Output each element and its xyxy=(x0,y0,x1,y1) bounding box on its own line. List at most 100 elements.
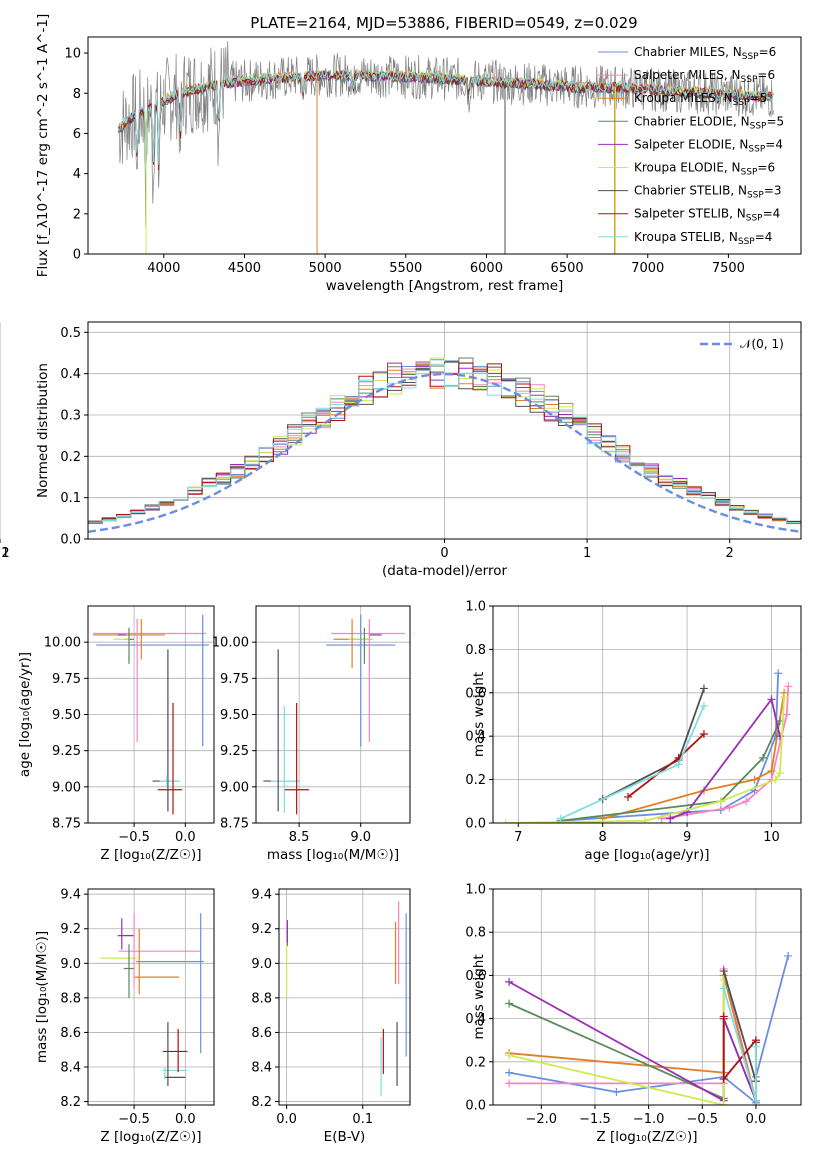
x-axis-label: mass [log₁₀(M/M☉)] xyxy=(267,847,399,863)
x-tick-label: 5000 xyxy=(309,261,342,276)
spectrum-model-line xyxy=(118,69,774,177)
y-tick-label: 8.75 xyxy=(52,817,81,832)
mass_vs_ebv-axes: 0.0 0.1 8.2 8.4 8.6 8.8 9.0 9.2 9.4 E(B-V) xyxy=(251,888,411,1145)
y-tick-label: 9.0 xyxy=(251,957,272,972)
x-tick-label: −0.5 xyxy=(118,1112,150,1127)
legend-value: =5 xyxy=(750,91,768,105)
series-line xyxy=(661,686,790,820)
legend-value: =6 xyxy=(757,68,775,82)
y-tick-label: 1.0 xyxy=(465,600,486,615)
data-point xyxy=(759,753,768,762)
y-tick-label: 0.4 xyxy=(465,730,486,745)
y-tick-label: 8.6 xyxy=(60,1026,81,1041)
y-tick-label: 9.2 xyxy=(60,922,81,937)
y-tick-label: 0.2 xyxy=(465,773,486,788)
legend-value: =6 xyxy=(757,161,775,175)
data-point xyxy=(716,797,725,806)
data-point xyxy=(505,1068,514,1077)
data-point xyxy=(505,977,514,986)
series-line xyxy=(722,970,757,1082)
series-line xyxy=(508,1002,757,1102)
y-tick-label: 0.6 xyxy=(465,686,486,701)
figure-title: PLATE=2164, MJD=53886, FIBERID=0549, z=0… xyxy=(250,14,637,32)
x-tick-label: 7 xyxy=(514,830,522,845)
series-line xyxy=(508,955,789,1105)
series-line xyxy=(602,688,705,800)
data-point xyxy=(725,803,734,812)
y-tick-label: 8.8 xyxy=(251,991,272,1006)
y-tick-label: 0 xyxy=(73,248,81,263)
data-point xyxy=(640,816,649,823)
age_vs_Z-marks xyxy=(93,614,209,815)
data-point xyxy=(699,701,708,710)
legend-value: =4 xyxy=(763,207,781,221)
x-tick-label: 1 xyxy=(583,546,591,561)
axes-frame xyxy=(255,605,411,824)
data-point xyxy=(612,1088,621,1097)
data-point xyxy=(784,682,793,691)
legend-sub: SSP xyxy=(748,144,765,154)
y-tick-label: 0.8 xyxy=(465,926,486,941)
y-tick-label: 8.6 xyxy=(251,1026,272,1041)
spectrum-model-line xyxy=(118,69,774,177)
y-tick-label: 0.1 xyxy=(60,491,81,506)
y-tick-label: 9.25 xyxy=(220,744,249,759)
data-point xyxy=(775,769,784,778)
series-line xyxy=(627,733,705,798)
x-tick-label: 10 xyxy=(763,830,780,845)
axes-frame xyxy=(87,36,802,255)
data-point xyxy=(699,730,708,739)
normal-curve xyxy=(88,372,801,533)
data-point xyxy=(556,814,565,823)
age_vs_mass-marks xyxy=(263,614,406,815)
y-tick-label: 6 xyxy=(73,127,81,142)
legend-entry: Kroupa STELIB, NSSP=4 xyxy=(634,230,772,247)
mass_vs_ebv-marks xyxy=(286,901,407,1097)
legend-entry: Salpeter STELIB, NSSP=4 xyxy=(634,207,780,224)
y-tick-label: 0.6 xyxy=(465,969,486,984)
y-tick-label: 0.4 xyxy=(465,1012,486,1027)
data-point xyxy=(719,1101,728,1105)
data-point xyxy=(505,1079,514,1088)
x-tick-label: −0.5 xyxy=(118,830,150,845)
legend-sub: SSP xyxy=(741,168,758,178)
y-tick-label: 4 xyxy=(73,167,81,182)
y-tick-label: 9.0 xyxy=(60,957,81,972)
x-tick-label: 0.0 xyxy=(175,830,196,845)
x-tick-label: 6500 xyxy=(551,261,584,276)
x-tick-label: 4000 xyxy=(147,261,180,276)
y-tick-label: 9.00 xyxy=(52,780,81,795)
legend-entry: Salpeter ELODIE, NSSP=4 xyxy=(634,137,783,154)
y-tick-label: 10.00 xyxy=(212,636,249,651)
x-tick-label: 0.0 xyxy=(746,1112,767,1127)
y-tick-label: 0.0 xyxy=(465,817,486,832)
y-axis-label: mass weight xyxy=(471,954,487,1039)
series-line xyxy=(505,697,785,823)
data-point xyxy=(699,684,708,693)
data-point xyxy=(719,967,728,976)
y-tick-label: 10.00 xyxy=(44,636,81,651)
series-line xyxy=(722,988,757,1101)
x-axis-label: E(B-V) xyxy=(324,1129,366,1145)
spectrum-model-line xyxy=(118,69,774,172)
y-tick-label: 8.75 xyxy=(220,817,249,832)
x-tick-label: 9.0 xyxy=(350,830,371,845)
legend-value: =5 xyxy=(766,114,784,128)
y-tick-label: 0.4 xyxy=(60,367,81,382)
y-tick-label: 9.50 xyxy=(220,708,249,723)
y-tick-label: 9.25 xyxy=(52,744,81,759)
legend-entry: Chabrier MILES, NSSP=6 xyxy=(634,45,776,62)
axes-frame xyxy=(278,888,411,1106)
y-axis-label: age [log₁₀(age/yr)] xyxy=(17,652,33,777)
axes-frame xyxy=(492,605,802,824)
y-tick-label: 8.8 xyxy=(60,991,81,1006)
data-point xyxy=(767,695,776,704)
x-tick-label: −0.5 xyxy=(686,1112,718,1127)
mass_vs_Z-marks xyxy=(100,913,204,1086)
x-axis-label: (data-model)/error xyxy=(382,563,508,579)
series-line xyxy=(560,673,780,822)
legend-sub: SSP xyxy=(742,52,759,62)
series-line xyxy=(560,705,705,820)
spectrum-axes: 4000 4500 5000 5500 6000 6500 7000 7500 0 2 4 6 8 10 w… xyxy=(35,14,802,294)
data-point xyxy=(771,775,780,784)
